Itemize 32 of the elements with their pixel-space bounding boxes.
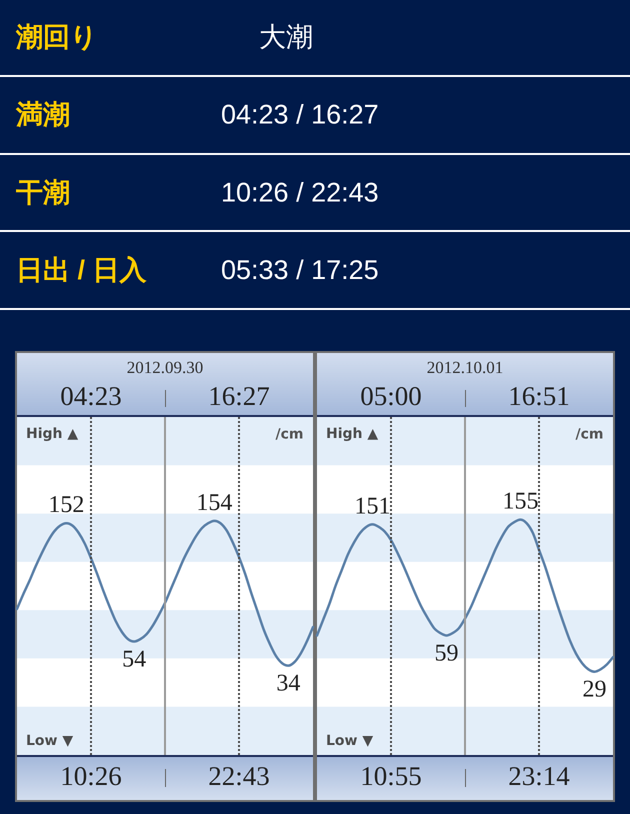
- text: 23:14: [508, 761, 570, 791]
- annotation: High ▲: [326, 426, 378, 442]
- text: 潮回り: [15, 22, 98, 52]
- data-label: 34: [276, 670, 300, 697]
- text: 大潮: [259, 22, 313, 52]
- text: 22:43: [208, 761, 270, 791]
- text: 04:23: [60, 381, 122, 411]
- text: 干潮: [15, 177, 70, 208]
- chart-title: 2012.09.30: [126, 358, 204, 377]
- y-axis-title: /cm: [576, 426, 604, 442]
- text: 05:33 / 17:25: [221, 255, 379, 286]
- text: 日出 / 日入: [16, 255, 148, 286]
- text: 04:23 / 16:27: [221, 100, 379, 130]
- text: 10:55: [360, 761, 422, 791]
- data-label: 54: [122, 646, 146, 673]
- text: 10:26: [60, 761, 122, 791]
- text: 05:00: [360, 381, 422, 411]
- data-label: 152: [48, 492, 84, 518]
- data-label: 29: [582, 676, 606, 703]
- text: 満潮: [15, 100, 70, 130]
- annotation: Low ▼: [26, 733, 74, 749]
- data-label: 154: [196, 490, 232, 516]
- text: 16:27: [208, 381, 270, 411]
- data-label: 155: [502, 488, 538, 515]
- data-label: 59: [434, 640, 458, 666]
- text: 10:26 / 22:43: [221, 177, 379, 208]
- y-axis-title: /cm: [276, 426, 304, 442]
- annotation: High ▲: [26, 426, 78, 442]
- text: 16:51: [508, 381, 570, 411]
- annotation: Low ▼: [326, 733, 374, 749]
- data-label: 151: [354, 493, 390, 520]
- chart-title: 2012.10.01: [426, 358, 504, 377]
